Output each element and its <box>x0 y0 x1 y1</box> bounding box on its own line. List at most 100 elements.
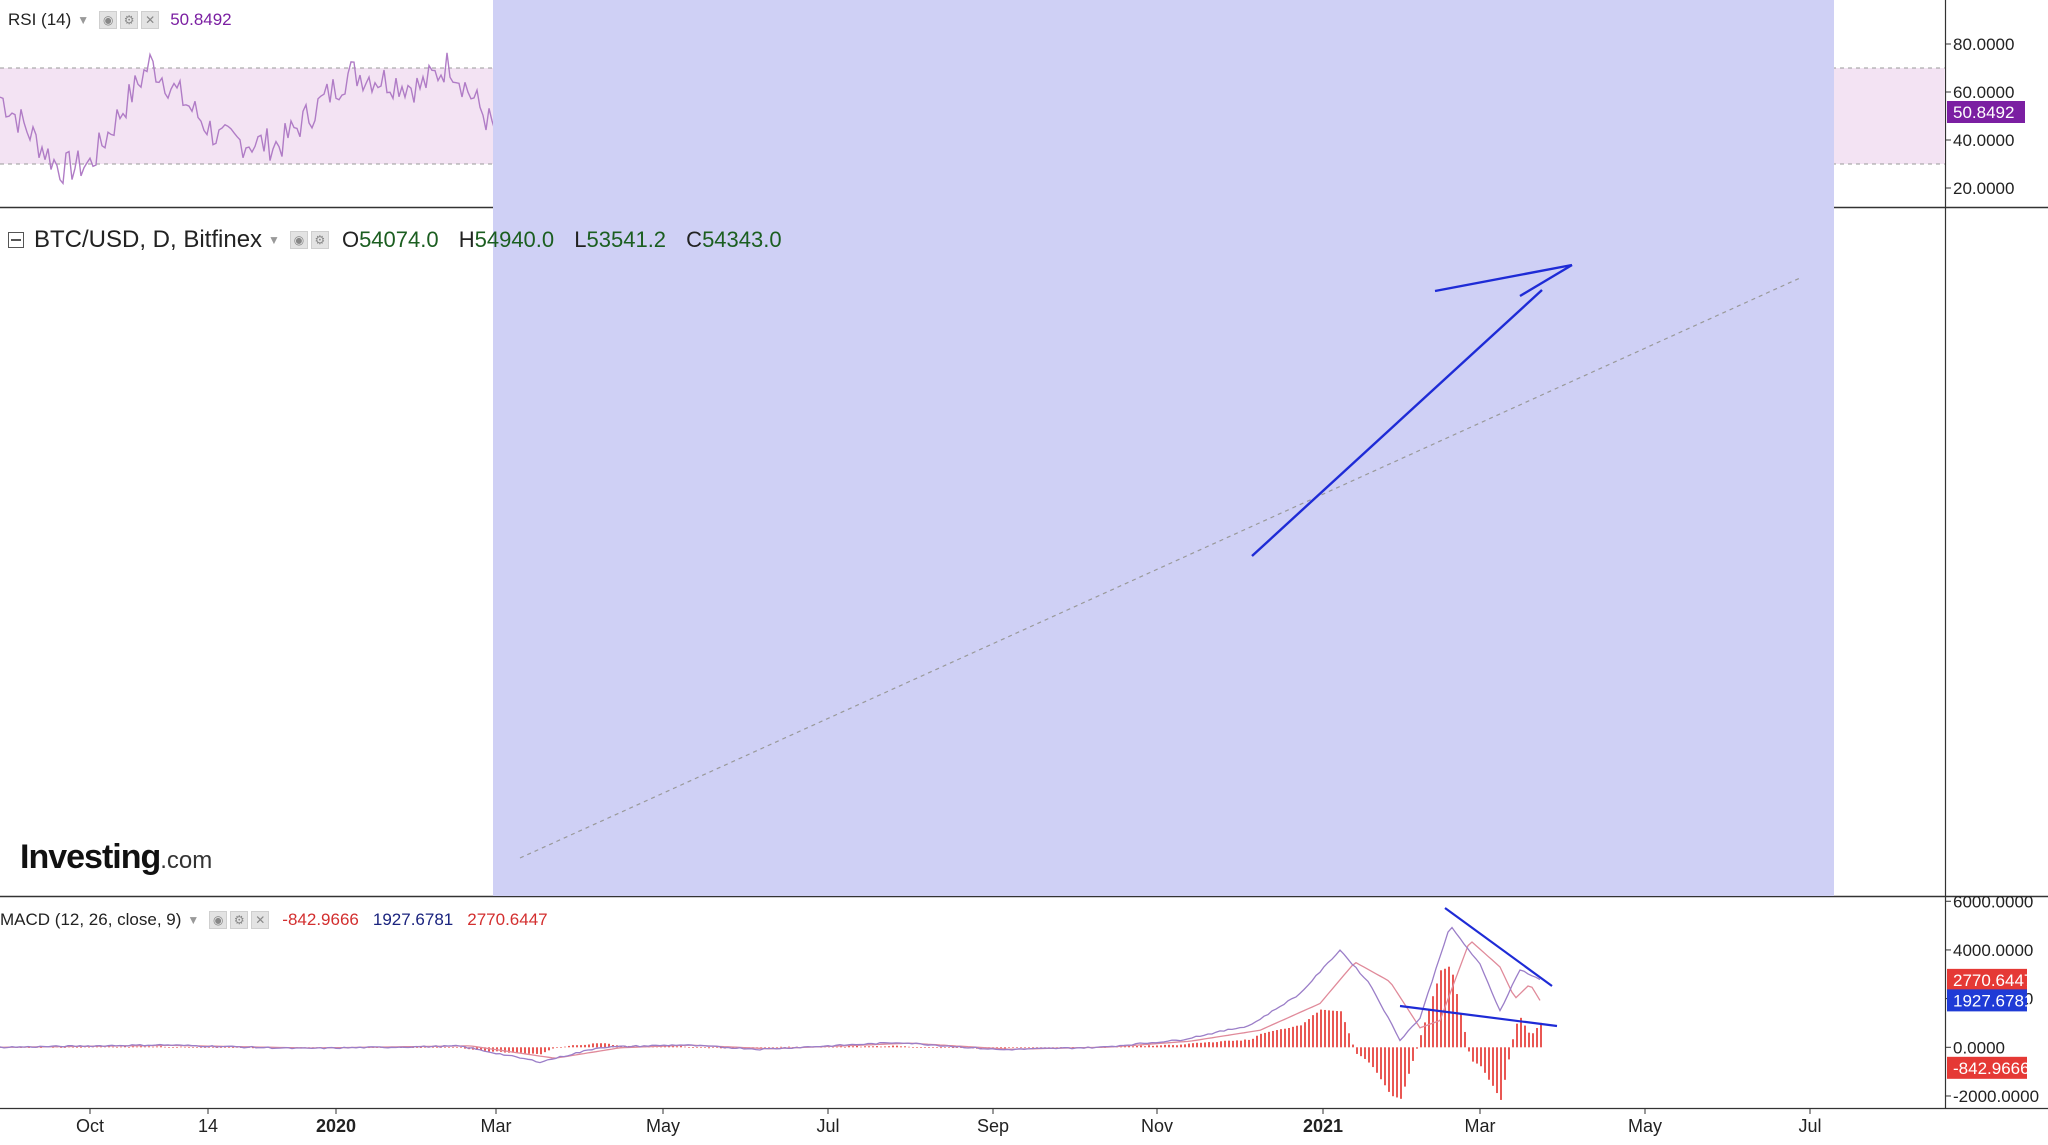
gear-icon[interactable]: ⚙ <box>230 911 249 929</box>
macd-histogram-bar <box>916 1047 918 1048</box>
logo-brand: Investing <box>20 838 161 876</box>
macd-histogram-bar <box>772 1047 774 1048</box>
macd-axis-tick: 0.0000 <box>1953 1038 2005 1057</box>
macd-histogram-bar <box>512 1047 514 1053</box>
eye-icon[interactable]: ◉ <box>99 11 118 29</box>
macd-histogram-bar <box>136 1046 138 1048</box>
macd-histogram-bar <box>116 1046 118 1048</box>
eye-icon[interactable]: ◉ <box>289 231 308 249</box>
macd-histogram-bar <box>184 1046 186 1048</box>
macd-histogram-bar <box>592 1043 594 1048</box>
macd-histogram-bar <box>424 1047 426 1048</box>
macd-histogram-bar <box>1528 1032 1530 1048</box>
macd-histogram-bar <box>896 1045 898 1048</box>
macd-histogram-bar <box>1432 996 1434 1048</box>
macd-histogram-bar <box>464 1047 466 1049</box>
macd-histogram-bar <box>1236 1040 1238 1048</box>
rsi-value-badge-text: 50.8492 <box>1953 103 2014 122</box>
macd-histogram-bar <box>836 1046 838 1048</box>
macd-histogram-bar <box>172 1047 174 1048</box>
macd-histogram-bar <box>196 1047 198 1048</box>
macd-histogram-bar <box>1412 1047 1414 1061</box>
fib-trend-dashed-line <box>519 277 1801 859</box>
macd-histogram-bar <box>220 1047 222 1048</box>
time-axis-tick: Mar <box>1465 1116 1496 1136</box>
investing-logo: Investing.com <box>20 838 212 877</box>
macd-histogram-bar <box>520 1047 522 1053</box>
macd-histogram-bar <box>1280 1029 1282 1048</box>
macd-histogram-bar <box>1012 1047 1014 1048</box>
macd-value-macd: 2770.6447 <box>467 910 548 929</box>
close-icon[interactable]: ✕ <box>141 11 160 29</box>
macd-histogram-bar <box>580 1045 582 1048</box>
macd-histogram-bar <box>1168 1044 1170 1048</box>
macd-histogram-bar <box>1492 1047 1494 1086</box>
macd-value-badge-text: 2770.6447 <box>1953 971 2033 990</box>
macd-histogram-bar <box>1204 1042 1206 1048</box>
time-axis-tick: 14 <box>198 1116 218 1136</box>
macd-histogram-bar <box>168 1047 170 1048</box>
macd-histogram-bar <box>152 1046 154 1048</box>
macd-histogram-bar <box>1376 1047 1378 1073</box>
macd-histogram-bar <box>80 1047 82 1048</box>
macd-histogram-bar <box>1200 1042 1202 1048</box>
macd-histogram-bar <box>928 1047 930 1048</box>
macd-histogram-bar <box>1508 1047 1510 1060</box>
macd-histogram-bar <box>940 1047 942 1049</box>
macd-histogram-bar <box>1164 1044 1166 1048</box>
macd-histogram-bar <box>832 1046 834 1048</box>
gear-icon[interactable]: ⚙ <box>120 11 139 29</box>
macd-histogram-bar <box>876 1046 878 1048</box>
macd-histogram-bar <box>1036 1047 1038 1048</box>
macd-histogram-bar <box>52 1047 54 1048</box>
macd-histogram-bar <box>664 1046 666 1048</box>
macd-histogram-bar <box>1320 1009 1322 1048</box>
macd-histogram-bar <box>88 1046 90 1048</box>
macd-histogram-bar <box>112 1046 114 1048</box>
symbol-menu-caret-icon[interactable]: ▼ <box>268 233 280 247</box>
logo-domain: .com <box>160 847 213 874</box>
macd-histogram-bar <box>596 1043 598 1048</box>
macd-value-badge-text: 1927.6781 <box>1953 991 2033 1010</box>
macd-histogram-bar <box>856 1045 858 1048</box>
macd-histogram-bar <box>900 1046 902 1048</box>
eye-icon[interactable]: ◉ <box>209 911 228 929</box>
macd-histogram-bar <box>1040 1047 1042 1048</box>
macd-histogram-bar <box>1416 1047 1418 1049</box>
close-icon[interactable]: ✕ <box>251 911 270 929</box>
symbol-label[interactable]: BTC/USD, D, Bitfinex <box>34 226 263 253</box>
macd-histogram-bar <box>1324 1009 1326 1048</box>
macd-histogram-bar <box>848 1046 850 1048</box>
macd-histogram-bar <box>1472 1047 1474 1062</box>
rsi-menu-caret-icon[interactable]: ▼ <box>77 13 90 27</box>
gear-icon[interactable]: ⚙ <box>310 231 329 249</box>
macd-histogram-bar <box>1532 1033 1534 1048</box>
macd-histogram-bar <box>888 1046 890 1048</box>
macd-histogram-bar <box>1368 1047 1370 1063</box>
macd-histogram-bar <box>1540 1022 1542 1048</box>
macd-histogram-bar <box>1156 1045 1158 1048</box>
macd-histogram-bar <box>416 1047 418 1048</box>
macd-histogram-bar <box>884 1046 886 1048</box>
macd-histogram-bar <box>904 1046 906 1048</box>
macd-histogram-bar <box>708 1047 710 1049</box>
macd-histogram-bar <box>1340 1011 1342 1048</box>
macd-legend: MACD (12, 26, close, 9) ▼ ◉ ⚙ ✕ -842.966… <box>0 910 548 930</box>
macd-histogram-bar <box>668 1046 670 1048</box>
macd-histogram-bar <box>1408 1047 1410 1074</box>
macd-menu-caret-icon[interactable]: ▼ <box>187 913 200 927</box>
macd-histogram-bar <box>684 1046 686 1048</box>
collapse-pane-icon[interactable] <box>8 232 24 248</box>
macd-histogram-bar <box>488 1047 490 1052</box>
macd-histogram-bar <box>1392 1047 1394 1097</box>
macd-histogram-bar <box>1520 1017 1522 1048</box>
macd-value-signal: 1927.6781 <box>372 910 454 929</box>
macd-histogram-bar <box>1192 1043 1194 1048</box>
macd-histogram-bar <box>1252 1038 1254 1048</box>
macd-histogram-bar <box>1008 1047 1010 1048</box>
macd-histogram-bar <box>536 1047 538 1054</box>
support-trendline <box>1251 289 1543 557</box>
macd-histogram-bar <box>608 1043 610 1048</box>
